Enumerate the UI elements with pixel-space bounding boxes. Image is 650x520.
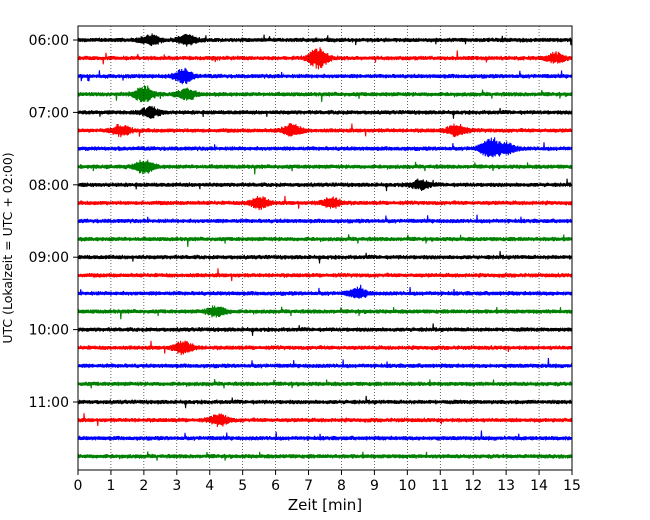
trace-5 — [77, 123, 573, 138]
x-tick-label-15: 15 — [563, 478, 581, 494]
x-tick-label-2: 2 — [139, 478, 148, 494]
x-tick-label-1: 1 — [106, 478, 115, 494]
trace-17 — [77, 340, 573, 356]
y-axis-ticks: 06:00 07:00 08:00 09:00 10:00 11:00 — [29, 33, 78, 411]
trace-9 — [77, 195, 573, 211]
trace-21 — [77, 413, 573, 427]
trace-12 — [77, 251, 573, 264]
x-tick-label-11: 11 — [431, 478, 449, 494]
trace-23 — [77, 451, 573, 461]
x-tick-label-14: 14 — [530, 478, 548, 494]
trace-4 — [77, 105, 573, 119]
trace-3 — [77, 85, 573, 103]
x-tick-label-0: 0 — [74, 478, 83, 494]
trace-2 — [77, 67, 573, 85]
vertical-grid — [110, 26, 540, 470]
x-axis-label: Zeit [min] — [288, 496, 362, 514]
trace-13 — [77, 268, 573, 282]
trace-11 — [77, 234, 573, 247]
x-axis-ticks: 0 1 2 3 4 5 6 7 8 9 10 11 12 13 14 15 — [74, 470, 581, 494]
trace-8 — [77, 178, 573, 192]
x-tick-label-12: 12 — [464, 478, 482, 494]
x-tick-label-3: 3 — [172, 478, 181, 494]
trace-7 — [77, 159, 573, 175]
y-tick-label-3: 09:00 — [29, 250, 69, 266]
trace-1 — [77, 47, 573, 70]
y-axis-label: UTC (Lokalzeit = UTC + 02:00) — [0, 152, 15, 343]
x-tick-label-4: 4 — [205, 478, 214, 494]
trace-group — [77, 33, 573, 461]
y-tick-label-5: 11:00 — [29, 395, 69, 411]
x-tick-label-7: 7 — [304, 478, 313, 494]
plot-frame — [77, 25, 573, 471]
trace-16 — [77, 323, 573, 336]
x-tick-label-5: 5 — [238, 478, 247, 494]
y-tick-label-1: 07:00 — [29, 105, 69, 121]
trace-10 — [77, 214, 573, 224]
trace-22 — [77, 430, 573, 441]
trace-18 — [77, 358, 573, 369]
y-tick-label-4: 10:00 — [29, 323, 69, 339]
trace-19 — [77, 379, 573, 389]
trace-0 — [77, 33, 573, 47]
trace-20 — [77, 395, 573, 409]
trace-6 — [77, 137, 573, 158]
trace-14 — [77, 284, 573, 299]
x-tick-label-9: 9 — [370, 478, 379, 494]
y-tick-label-2: 08:00 — [29, 178, 69, 194]
x-tick-label-8: 8 — [337, 478, 346, 494]
x-tick-label-13: 13 — [497, 478, 515, 494]
y-tick-label-0: 06:00 — [29, 33, 69, 49]
trace-15 — [77, 305, 573, 320]
x-tick-label-10: 10 — [398, 478, 416, 494]
x-tick-label-6: 6 — [271, 478, 280, 494]
